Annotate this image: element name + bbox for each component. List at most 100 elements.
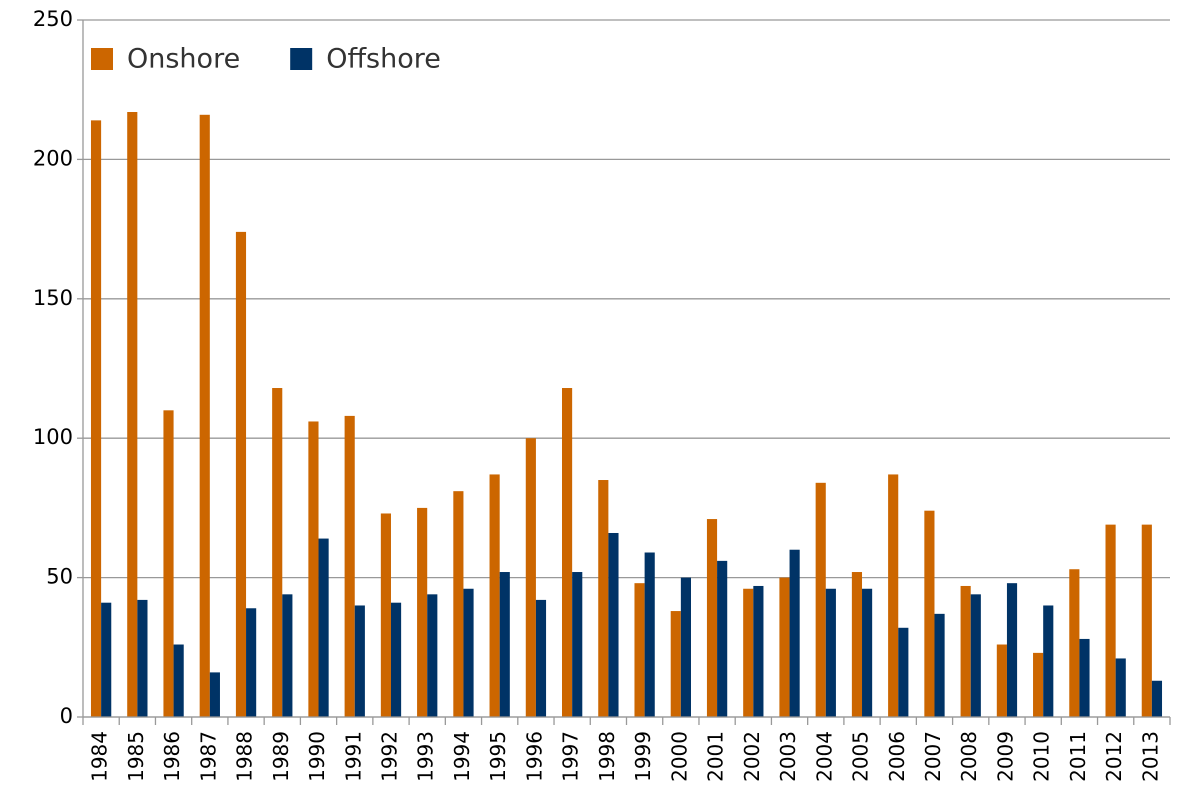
- bar: [562, 388, 573, 717]
- x-tick-label: 1994: [450, 731, 474, 782]
- bar: [199, 114, 210, 718]
- legend-swatch: [290, 48, 313, 70]
- bar: [996, 644, 1007, 717]
- bar: [282, 594, 293, 717]
- x-tick-label: 2007: [921, 731, 945, 782]
- x-tick-label: 1993: [414, 731, 438, 782]
- x-tick-label: 1990: [305, 731, 329, 782]
- bar: [1141, 524, 1152, 717]
- x-tick-label: 2001: [704, 731, 728, 782]
- bar: [1043, 605, 1054, 717]
- x-tick-label: 1986: [160, 731, 184, 782]
- bar: [235, 231, 247, 717]
- bar: [390, 602, 402, 717]
- bar: [101, 602, 112, 717]
- bar: [1115, 658, 1126, 717]
- x-tick-label: 1996: [522, 731, 546, 782]
- x-tick-label: 2005: [849, 731, 873, 782]
- bar: [960, 585, 971, 717]
- bar: [272, 388, 283, 717]
- x-tick-label: 2011: [1066, 731, 1090, 782]
- bar: [489, 474, 500, 717]
- x-tick-label: 1985: [124, 731, 148, 782]
- bar: [1033, 652, 1044, 717]
- bar: [825, 588, 836, 717]
- x-tick-label: 2009: [993, 731, 1017, 782]
- bar: [717, 560, 728, 717]
- x-tick-label: 2003: [776, 731, 800, 782]
- y-tick-label: 200: [33, 146, 73, 170]
- x-tick-label: 1984: [88, 731, 112, 782]
- bar: [463, 588, 474, 717]
- bar: [670, 611, 681, 717]
- bar: [862, 588, 873, 717]
- bar: [127, 112, 138, 717]
- bar: [680, 577, 691, 717]
- x-tick-label: 1987: [196, 731, 220, 782]
- bar: [163, 410, 174, 717]
- bar: [417, 507, 428, 717]
- bar: [898, 627, 909, 717]
- y-tick-label: 50: [46, 565, 73, 589]
- bar: [572, 572, 583, 717]
- bar: [173, 644, 184, 717]
- x-tick-label: 2008: [957, 731, 981, 782]
- bar: [779, 577, 790, 717]
- bar: [815, 482, 826, 717]
- x-tick-label: 2010: [1030, 731, 1054, 782]
- x-tick-label: 1997: [559, 731, 583, 782]
- bar: [1069, 569, 1080, 717]
- bar: [90, 120, 102, 718]
- bar: [137, 599, 148, 717]
- bar: [970, 594, 981, 717]
- bar: [535, 599, 547, 717]
- bar: [308, 421, 319, 717]
- bar: [499, 572, 510, 717]
- x-tick-label: 1998: [595, 731, 619, 782]
- bar: [427, 594, 438, 717]
- bar: [851, 572, 863, 717]
- x-tick-label: 2013: [1138, 731, 1162, 782]
- legend-swatch: [91, 48, 113, 70]
- bar: [644, 552, 655, 717]
- legend-label: Onshore: [127, 44, 240, 75]
- x-tick-label: 1995: [486, 731, 510, 782]
- bar: [598, 480, 609, 717]
- y-tick-label: 0: [60, 704, 73, 728]
- bar: [453, 491, 464, 717]
- bar: [1079, 638, 1090, 717]
- bar: [753, 585, 764, 717]
- bar: [924, 510, 935, 717]
- x-tick-label: 1992: [377, 731, 401, 782]
- x-tick-label: 2002: [740, 731, 764, 782]
- bar: [743, 588, 754, 717]
- bar: [608, 532, 619, 717]
- x-tick-label: 1988: [233, 731, 257, 782]
- x-tick-label: 1991: [341, 731, 365, 782]
- bar: [1006, 583, 1018, 717]
- bar: [634, 583, 645, 717]
- bar: [1151, 680, 1163, 717]
- legend-label: Offshore: [326, 44, 441, 75]
- x-tick-label: 1989: [269, 731, 293, 782]
- y-tick-label: 100: [33, 425, 73, 449]
- bar: [344, 415, 355, 717]
- y-tick-label: 150: [33, 286, 73, 310]
- x-tick-label: 2004: [812, 731, 836, 782]
- x-tick-label: 2012: [1102, 731, 1126, 782]
- x-tick-label: 2006: [885, 731, 909, 782]
- bar: [789, 549, 800, 717]
- bar: [706, 519, 718, 717]
- bar: [1105, 524, 1116, 717]
- bar: [934, 613, 945, 717]
- bar: [525, 438, 536, 717]
- bar: [888, 474, 899, 717]
- bar: [318, 538, 329, 717]
- x-tick-label: 1999: [631, 731, 655, 782]
- bar: [354, 605, 365, 717]
- y-tick-label: 250: [33, 7, 73, 31]
- bar: [380, 513, 391, 717]
- bar: [209, 672, 220, 717]
- bar: [246, 608, 257, 717]
